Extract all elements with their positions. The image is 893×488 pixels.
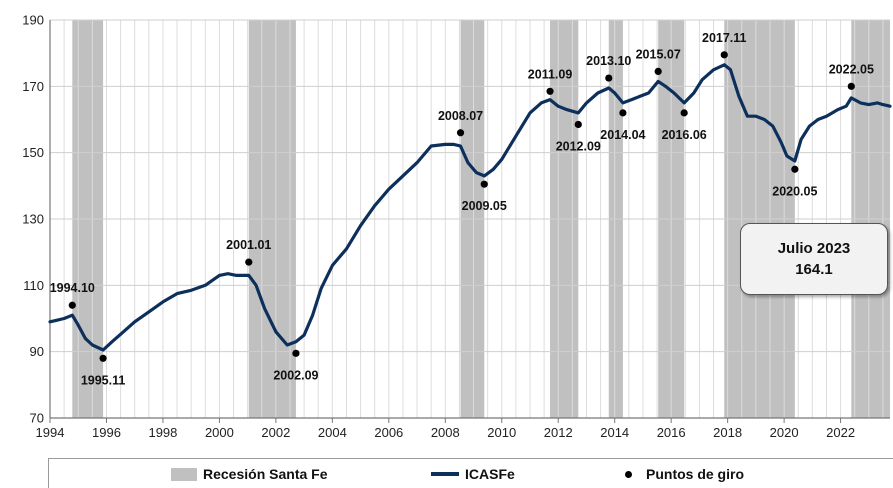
turning-point-label-2014.04: 2014.04: [600, 128, 645, 142]
x-tick-label: 2004: [318, 425, 347, 440]
turning-point-2013.10: [605, 74, 613, 82]
x-tick-label: 2016: [657, 425, 686, 440]
x-tick-label: 2022: [826, 425, 855, 440]
turning-point-label-1994.10: 1994.10: [50, 281, 95, 295]
y-tick-label: 110: [23, 278, 44, 293]
x-tick-label: 2014: [600, 425, 629, 440]
turning-point-2011.09: [546, 87, 554, 95]
turning-point-label-2009.05: 2009.05: [462, 199, 507, 213]
turning-point-2016.06: [680, 109, 688, 117]
legend-label-series: ICASFe: [465, 466, 515, 482]
annotation-value: 164.1: [795, 261, 833, 278]
x-tick-label: 2010: [487, 425, 516, 440]
x-tick-label: 2012: [544, 425, 573, 440]
series-line-icasfe: [48, 63, 892, 352]
x-tick-label: 2000: [205, 425, 234, 440]
x-tick-label: 2008: [431, 425, 460, 440]
legend-swatch-points: [625, 470, 632, 478]
legend-swatch-series: [431, 472, 459, 476]
x-tick-label: 1994: [36, 425, 65, 440]
y-tick-label: 170: [22, 79, 44, 94]
x-tick-label: 2006: [374, 425, 403, 440]
legend-item-points: Puntos de giro: [625, 466, 744, 482]
turning-point-label-1995.11: 1995.11: [81, 373, 126, 387]
legend-swatch-recession: [171, 467, 197, 481]
turning-point-label-2016.06: 2016.06: [662, 128, 707, 142]
turning-point-2009.05: [480, 180, 488, 188]
turning-point-2015.07: [654, 67, 662, 76]
y-tick-label: 150: [22, 145, 44, 160]
turning-point-1995.11: [99, 354, 107, 362]
turning-point-label-2020.05: 2020.05: [772, 184, 817, 198]
turning-point-label-2013.10: 2013.10: [586, 54, 631, 68]
turning-point-label-2008.07: 2008.07: [438, 109, 483, 123]
turning-point-2012.09: [574, 120, 582, 129]
turning-point-2001.01: [245, 258, 253, 266]
x-tick-label: 1996: [92, 425, 121, 440]
annotation-date: Julio 2023: [777, 240, 851, 257]
turning-point-label-2012.09: 2012.09: [556, 139, 601, 153]
turning-point-2014.04: [619, 109, 627, 117]
turning-point-label-2017.11: 2017.11: [702, 31, 747, 45]
turning-point-2008.07: [456, 129, 465, 137]
turning-point-1994.10: [68, 301, 76, 309]
legend-label-points: Puntos de giro: [646, 466, 744, 482]
turning-point-label-2001.01: 2001.01: [226, 238, 271, 252]
turning-point-label-2011.09: 2011.09: [528, 67, 573, 81]
x-tick-label: 2018: [713, 425, 742, 440]
turning-point-label-2015.07: 2015.07: [636, 47, 681, 61]
y-tick-label: 190: [22, 13, 44, 28]
turning-point-label-2002.09: 2002.09: [273, 368, 318, 382]
turning-point-2022.05: [847, 82, 855, 90]
x-tick-label: 1998: [148, 425, 177, 440]
turning-point-2017.11: [720, 51, 728, 59]
legend-item-recession: Recesión Santa Fe: [171, 466, 328, 482]
turning-point-2020.05: [791, 165, 799, 173]
y-tick-label: 70: [30, 411, 44, 426]
x-tick-label: 2002: [261, 425, 290, 440]
y-tick-label: 130: [22, 212, 44, 227]
legend-label-recession: Recesión Santa Fe: [203, 466, 328, 482]
x-tick-label: 2020: [770, 425, 799, 440]
y-tick-label: 90: [30, 344, 44, 359]
turning-point-label-2022.05: 2022.05: [829, 62, 874, 76]
turning-point-2002.09: [292, 349, 300, 357]
chart: 70 90 110 130 150 170 190 1994 1996 1998 2000 2002 2…: [22, 13, 892, 440]
legend-item-series: ICASFe: [431, 466, 515, 482]
legend: Recesión Santa Fe ICASFe Puntos de giro: [48, 458, 893, 488]
annotation-box: Julio 2023 164.1: [740, 223, 888, 295]
